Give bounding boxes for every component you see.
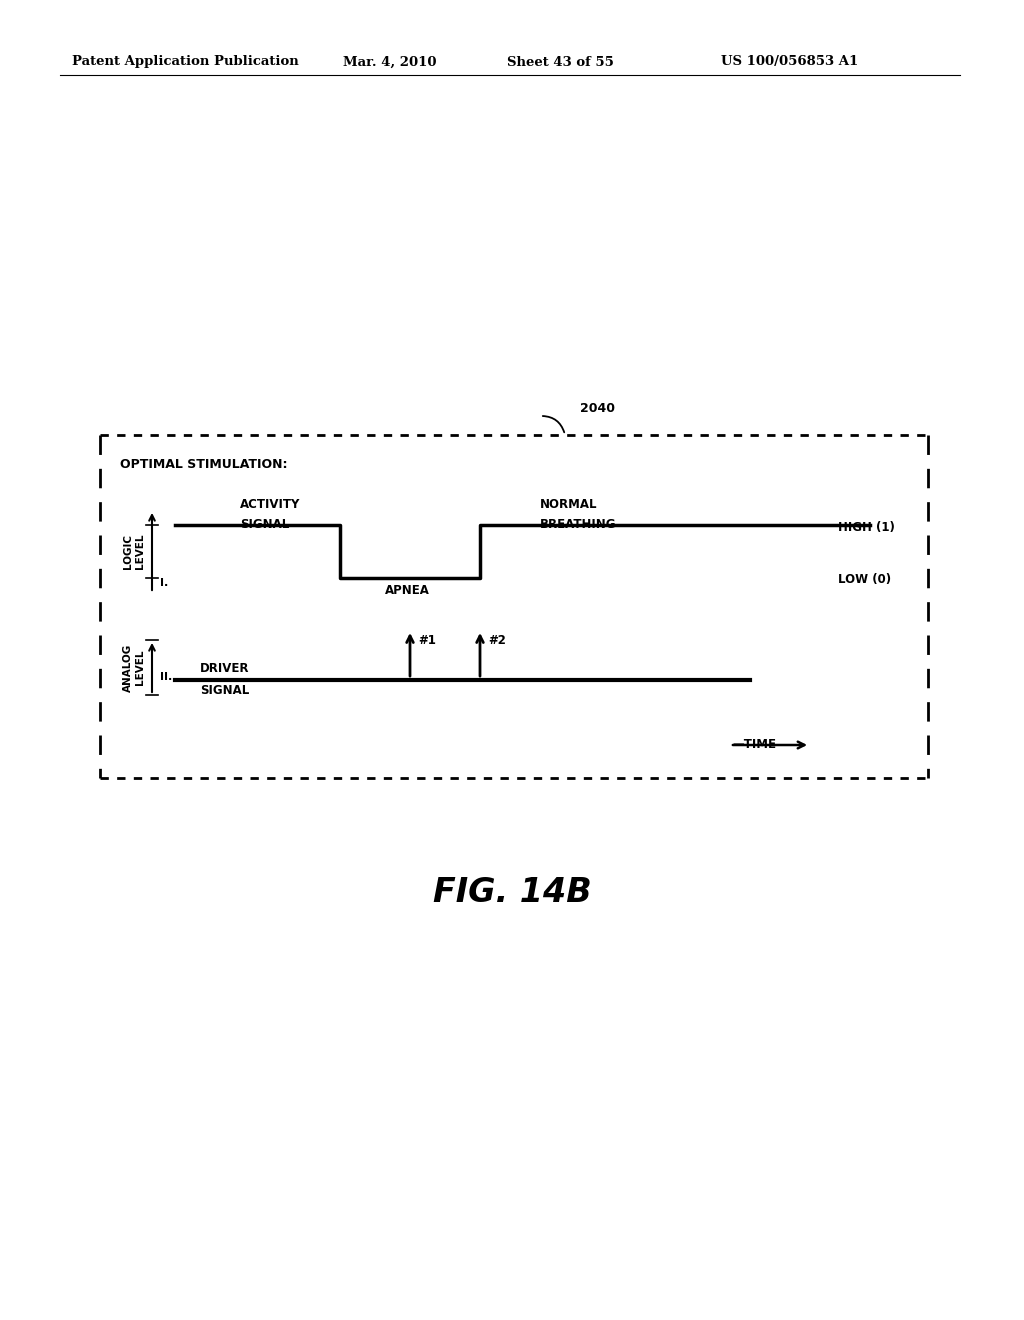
Text: BREATHING: BREATHING bbox=[540, 519, 616, 532]
Text: APNEA: APNEA bbox=[385, 583, 430, 597]
Text: —TIME: —TIME bbox=[732, 738, 776, 751]
Text: I.: I. bbox=[160, 578, 168, 587]
Text: ACTIVITY: ACTIVITY bbox=[240, 499, 300, 511]
Text: SIGNAL: SIGNAL bbox=[240, 519, 289, 532]
Text: Sheet 43 of 55: Sheet 43 of 55 bbox=[507, 55, 613, 69]
Text: LOW (0): LOW (0) bbox=[838, 573, 891, 586]
Text: Patent Application Publication: Patent Application Publication bbox=[72, 55, 298, 69]
Text: US 100/056853 A1: US 100/056853 A1 bbox=[721, 55, 859, 69]
Text: #2: #2 bbox=[488, 634, 506, 647]
Text: #1: #1 bbox=[418, 634, 436, 647]
Text: OPTIMAL STIMULATION:: OPTIMAL STIMULATION: bbox=[120, 458, 288, 471]
Text: II.: II. bbox=[160, 672, 172, 682]
Text: Mar. 4, 2010: Mar. 4, 2010 bbox=[343, 55, 437, 69]
Text: NORMAL: NORMAL bbox=[540, 499, 597, 511]
Text: 2040: 2040 bbox=[580, 401, 615, 414]
Text: DRIVER: DRIVER bbox=[200, 661, 250, 675]
Text: LOGIC
LEVEL: LOGIC LEVEL bbox=[123, 533, 144, 569]
Text: SIGNAL: SIGNAL bbox=[200, 684, 249, 697]
Text: HIGH (1): HIGH (1) bbox=[838, 520, 895, 533]
Text: FIG. 14B: FIG. 14B bbox=[432, 876, 592, 909]
Text: ANALOG
LEVEL: ANALOG LEVEL bbox=[123, 643, 144, 692]
